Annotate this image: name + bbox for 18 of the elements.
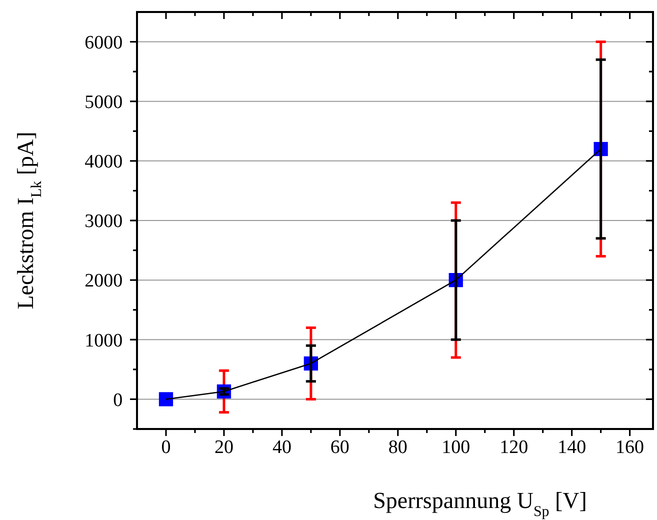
x-tick-label: 140 [558,436,586,458]
y-tick-label: 1000 [84,330,123,352]
y-tick-label: 3000 [84,211,123,232]
x-axis-title: Sperrspannung U$_{Sp}$ [V] [373,488,587,520]
y-tick-label: 0 [113,390,123,411]
y-tick-label: 2000 [84,270,123,292]
x-tick-label: 100 [442,436,470,458]
x-tick-label: 20 [214,436,234,458]
point [158,392,174,406]
x-tick-label: 0 [161,436,171,458]
y-tick-label: 5000 [84,92,123,114]
x-tick-label: 40 [272,436,292,458]
y-tick-label: 4000 [84,152,123,173]
y-tick-label: 6000 [84,32,123,54]
x-tick-label: 60 [330,436,350,458]
x-tick-label: 120 [500,436,528,458]
x-tick-label: 160 [616,436,644,458]
x-tick-label: 80 [388,436,408,458]
